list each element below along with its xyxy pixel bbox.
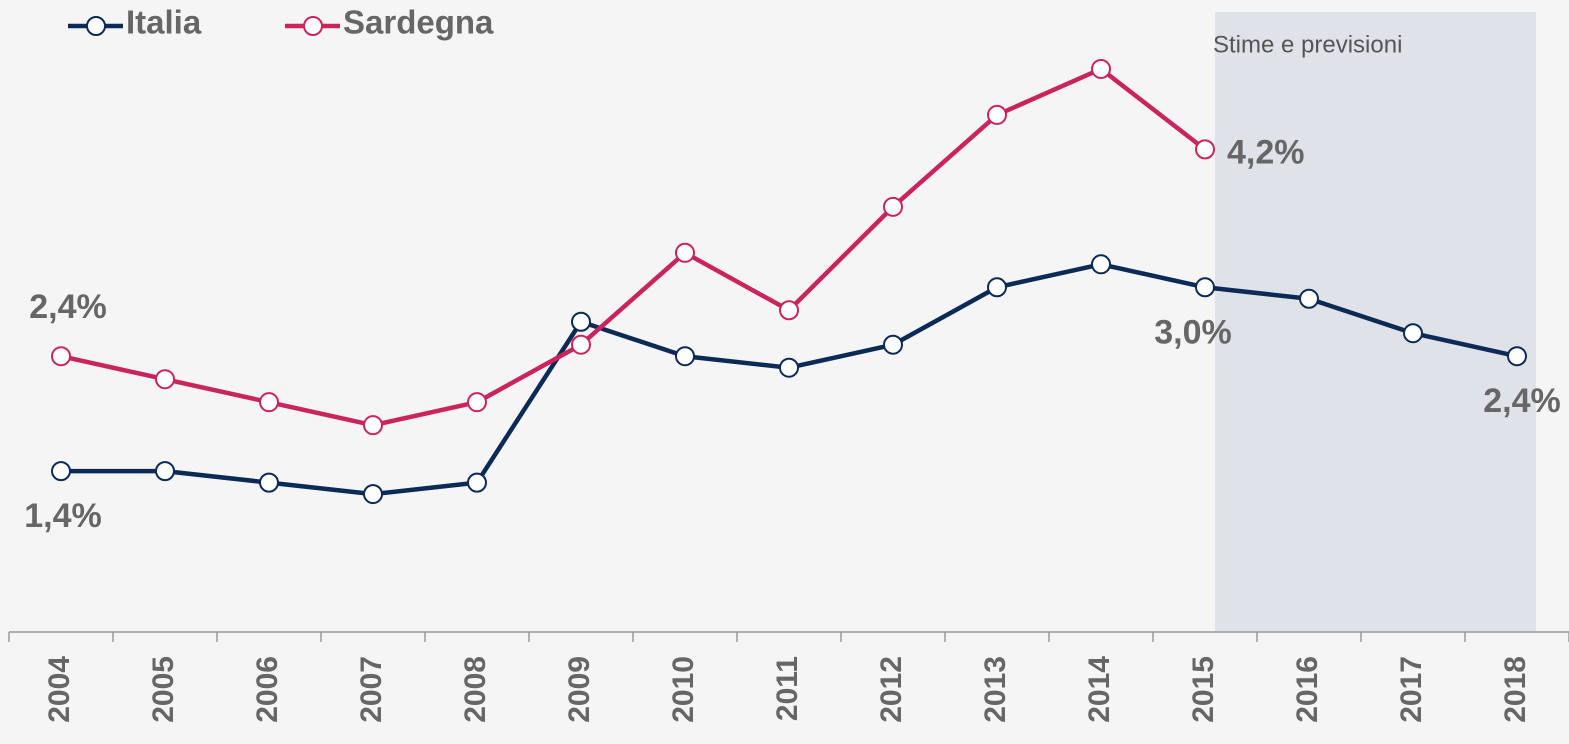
x-tick-label: 2004 [43,656,76,723]
x-tick-label: 2008 [459,656,492,723]
forecast-label: Stime e previsioni [1213,31,1402,58]
data-label: 2,4% [29,288,107,326]
data-point [1195,277,1215,298]
x-tick-label: 2011 [771,656,804,721]
x-tick-label: 2012 [875,656,908,723]
data-point [675,242,695,263]
data-point [987,104,1007,125]
data-point [1403,323,1423,344]
x-tick-label: 2007 [355,656,388,723]
data-point [1091,58,1111,79]
data-point [779,300,799,321]
legend-marker [86,16,106,36]
data-label: 1,4% [24,497,102,535]
series-line [60,66,1207,428]
data-point [1507,346,1527,367]
legend-label: Italia [126,4,202,41]
data-point [1195,139,1215,160]
data-point [467,392,487,413]
data-point [883,334,903,355]
x-tick-label: 2015 [1187,656,1220,723]
x-tick-label: 2010 [667,656,700,723]
data-point [883,196,903,217]
data-point [1299,288,1319,309]
data-point [51,461,71,482]
data-point [363,415,383,436]
x-tick-label: 2009 [563,656,596,723]
data-label: 2,4% [1483,382,1561,420]
data-point [259,472,279,493]
x-tick-label: 2014 [1083,656,1116,723]
x-tick-label: 2006 [251,656,284,723]
x-tick-label: 2005 [147,656,180,723]
data-point [155,369,175,390]
data-point [259,392,279,413]
data-point [51,346,71,367]
data-point [155,461,175,482]
data-point [363,484,383,505]
legend-label: Sardegna [343,4,494,41]
x-tick-label: 2013 [979,656,1012,723]
data-point [1091,254,1111,275]
data-point [467,472,487,493]
x-tick-label: 2017 [1395,656,1428,723]
legend-marker [303,16,323,36]
data-point [571,311,591,332]
data-point [675,346,695,367]
data-point [779,357,799,378]
data-point [987,277,1007,298]
x-tick-label: 2018 [1499,656,1532,723]
data-point [571,334,591,355]
x-tick-label: 2016 [1291,656,1324,723]
data-label: 4,2% [1227,133,1305,171]
data-label: 3,0% [1154,313,1232,351]
